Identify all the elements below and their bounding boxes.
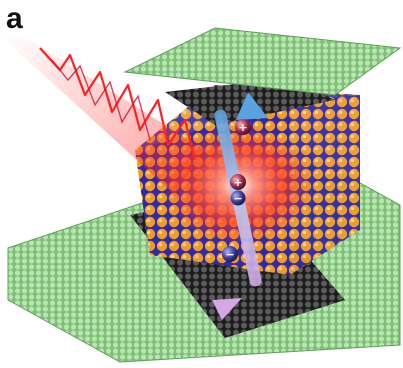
top-graphene-sheet <box>123 27 402 96</box>
electron-bottom: − <box>222 246 238 262</box>
svg-text:+: + <box>238 121 247 134</box>
svg-text:+: + <box>233 176 242 189</box>
exciton-electron: − <box>230 190 246 206</box>
crystal-right-face <box>290 95 360 275</box>
panel-label: a <box>6 2 23 35</box>
svg-text:−: − <box>233 192 242 205</box>
laser-wave-2 <box>51 59 151 141</box>
laser-wave <box>39 47 197 161</box>
hole-top: + <box>235 119 251 135</box>
svg-text:−: − <box>225 248 234 261</box>
laser-beam-glow <box>0 35 205 195</box>
exciton-hole: + <box>230 174 246 190</box>
